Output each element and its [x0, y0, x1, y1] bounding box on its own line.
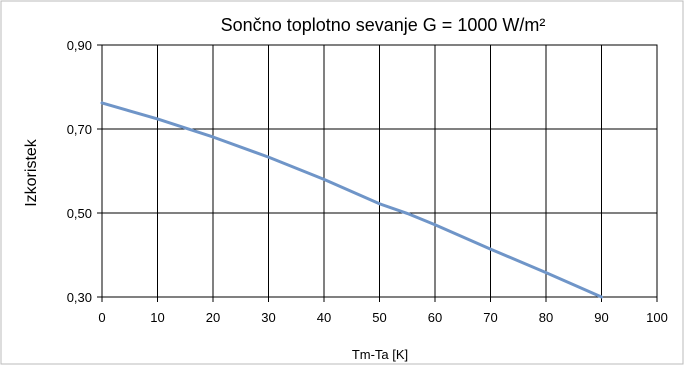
y-tick-label: 0,30: [67, 290, 92, 305]
y-axis-label: Izkoristek: [23, 138, 40, 207]
x-tick-label: 80: [539, 310, 553, 325]
plot-area: [101, 44, 658, 298]
y-tick-label: 0,50: [67, 206, 92, 221]
x-tick-label: 60: [428, 310, 442, 325]
y-tick-label: 0,90: [67, 38, 92, 53]
series-line: [100, 101, 603, 299]
tick-labels: 0 10 20 30 40 50 60 70 80 90 100 0,30 0,50 0,70 0,90: [67, 38, 668, 325]
chart-title: Sončno toplotno sevanje G = 1000 W/m²: [221, 15, 546, 35]
x-tick-label: 70: [483, 310, 497, 325]
x-tick-label: 30: [261, 310, 275, 325]
x-axis-label: Tm-Ta [K]: [352, 347, 408, 362]
x-tick-label: 40: [317, 310, 331, 325]
x-tick-label: 50: [372, 310, 386, 325]
x-tick-label: 90: [594, 310, 608, 325]
y-tick-label: 0,70: [67, 122, 92, 137]
x-tick-label: 10: [150, 310, 164, 325]
x-tick-label: 100: [646, 310, 668, 325]
x-tick-label: 20: [206, 310, 220, 325]
x-tick-label: 0: [98, 310, 105, 325]
series-layer: [100, 101, 603, 299]
